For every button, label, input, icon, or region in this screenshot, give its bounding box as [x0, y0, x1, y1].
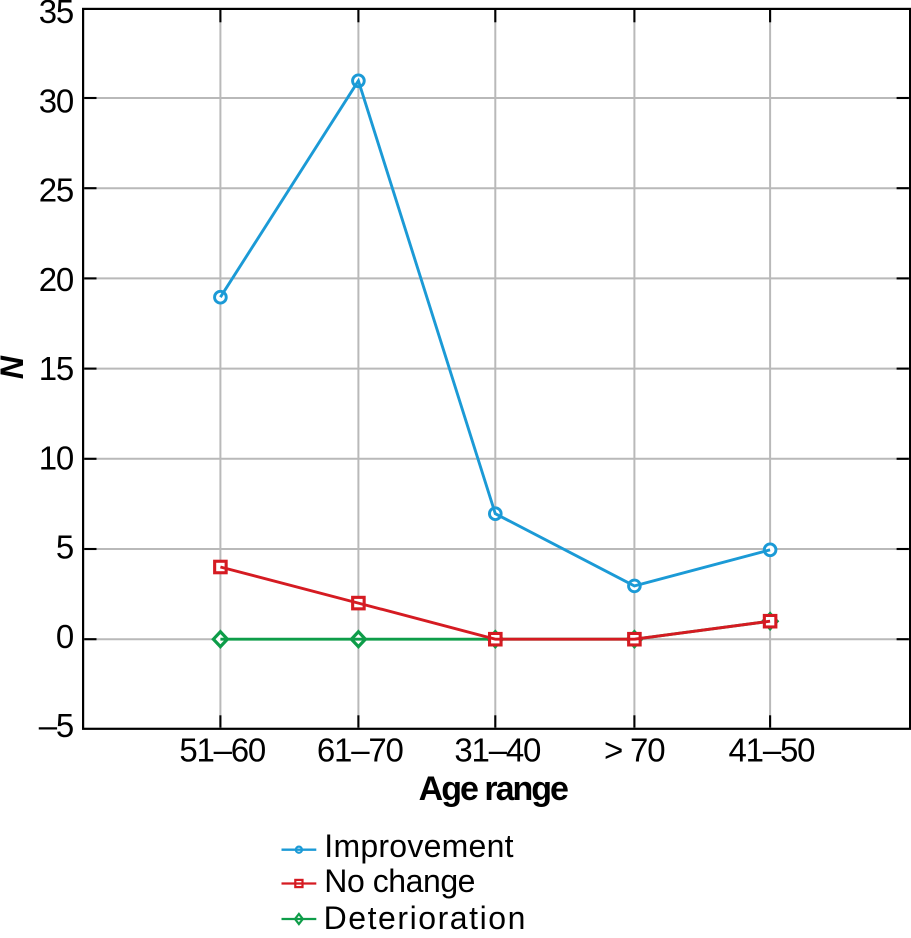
svg-text:0: 0	[56, 618, 74, 655]
svg-text:31–40: 31–40	[454, 732, 541, 769]
svg-text:Deterioration: Deterioration	[324, 900, 527, 933]
svg-text:25: 25	[39, 172, 73, 209]
svg-text:No change: No change	[324, 863, 475, 899]
svg-text:51–60: 51–60	[179, 732, 266, 769]
svg-text:Age range: Age range	[419, 770, 568, 808]
svg-text:10: 10	[39, 439, 74, 476]
svg-text:20: 20	[39, 261, 74, 298]
svg-text:30: 30	[39, 82, 74, 119]
svg-text:Improvement: Improvement	[324, 828, 513, 864]
svg-text:N: N	[0, 355, 30, 379]
svg-text:> 70: > 70	[604, 732, 665, 769]
svg-text:15: 15	[39, 350, 73, 387]
svg-text:41–50: 41–50	[729, 732, 816, 769]
svg-text:35: 35	[39, 0, 73, 30]
svg-text:61–70: 61–70	[317, 732, 404, 769]
svg-text:–5: –5	[39, 707, 73, 744]
svg-text:5: 5	[56, 529, 73, 566]
